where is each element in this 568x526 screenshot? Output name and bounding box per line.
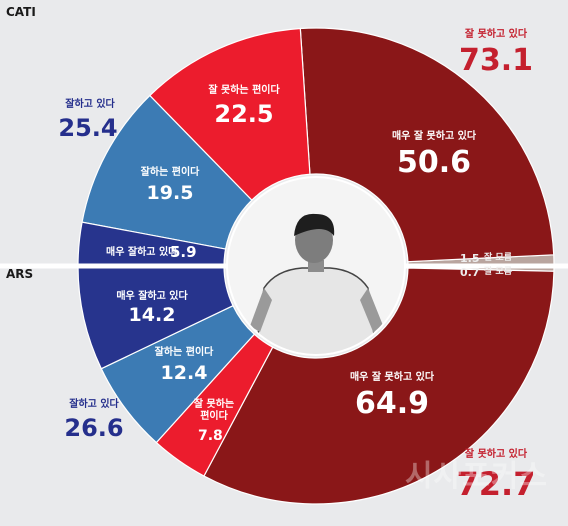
ars-dont-know-label: 잘 모름 [484,267,512,277]
cati-title: CATI [6,5,36,19]
watermark: 시사포커스 [405,459,548,494]
cati-dont-know-value: 1.5 [460,252,480,265]
ars-title: ARS [6,267,34,281]
cati-slice-1 [148,27,311,201]
cati-slice-good-value: 19.5 [146,182,194,204]
ars-negative-total-value: 72.7 [456,465,536,503]
cati-slice-0 [299,27,555,263]
cati-slice-very-bad-label: 매우 잘 못하고 있다 [391,131,477,142]
ars-slice-very-bad-label: 매우 잘 못하고 있다 [349,372,435,383]
ars-slice-bad-label: 잘 못하는 편이다 [192,399,236,423]
ars-slice-bad-value: 7.8 [198,428,223,444]
ars-positive-total-value: 26.6 [64,414,124,442]
person-photo [228,178,404,354]
cati-negative-total-value: 73.1 [458,43,534,78]
ars-slice-very-good-value: 14.2 [128,304,176,326]
cati-slice-very-good-value: 5.9 [170,243,197,261]
ars-positive-total-label: 잘하고 있다 [69,399,119,410]
cati-slice-very-bad-value: 50.6 [396,145,472,180]
cati-positive-total-label: 잘하고 있다 [65,99,115,110]
ars-slice-very-bad-value: 64.9 [354,386,430,421]
cati-slice-good-label: 잘하는 편이다 [140,167,200,178]
ars-dont-know-value: 0.7 [460,266,480,279]
ars-slice-good-label: 잘하는 편이다 [154,347,214,358]
ars-slice-good-value: 12.4 [160,362,208,384]
cati-dont-know-label: 잘 모름 [484,253,512,263]
ars-slice-bad-label-text: 잘 못하는 편이다 [193,399,235,422]
ars-negative-total-label: 잘 못하고 있다 [464,449,528,460]
cati-positive-total-value: 25.4 [58,114,118,142]
cati-slice-very-good-label: 매우 잘하고 있다 [106,247,178,258]
cati-negative-total-label: 잘 못하고 있다 [464,29,528,40]
ars-slice-0 [203,267,555,505]
cati-slice-bad-value: 22.5 [214,100,274,128]
cati-slice-bad-label: 잘 못하는 편이다 [208,85,280,96]
ars-slice-very-good-label: 매우 잘하고 있다 [116,291,188,302]
